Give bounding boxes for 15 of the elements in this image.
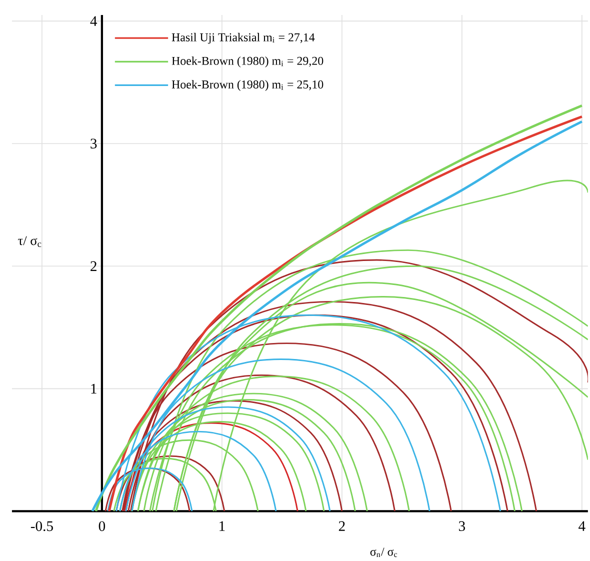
x-tick-label: 1 (220, 520, 225, 531)
x-axis-title: σ$_{n}$/ σ$_{c}$ (370, 548, 398, 557)
y-axis-title: τ/ σ$_{c}$ (18, 236, 42, 247)
y-tick-label: 3 (90, 138, 97, 148)
x-tick-label: 2 (338, 520, 345, 531)
x-tick-label: 3 (458, 520, 466, 531)
x-tick-label: 4 (578, 520, 586, 531)
x-tick-label: -0.5 (30, 520, 53, 531)
y-tick-label: 4 (90, 16, 98, 26)
y-tick-label: 2 (90, 261, 96, 271)
legend-label: Hasil Uji Triaksial m$_{i}$ = 27,14 (172, 32, 315, 44)
y-tick-label: 1 (91, 384, 96, 394)
x-tick-label: 0 (98, 520, 106, 531)
legend-label: Hoek-Brown (1980) m$_{i}$ = 25,10 (172, 80, 324, 91)
legend-label: Hoek-Brown (1980) m$_{i}$ = 29,20 (172, 56, 324, 68)
